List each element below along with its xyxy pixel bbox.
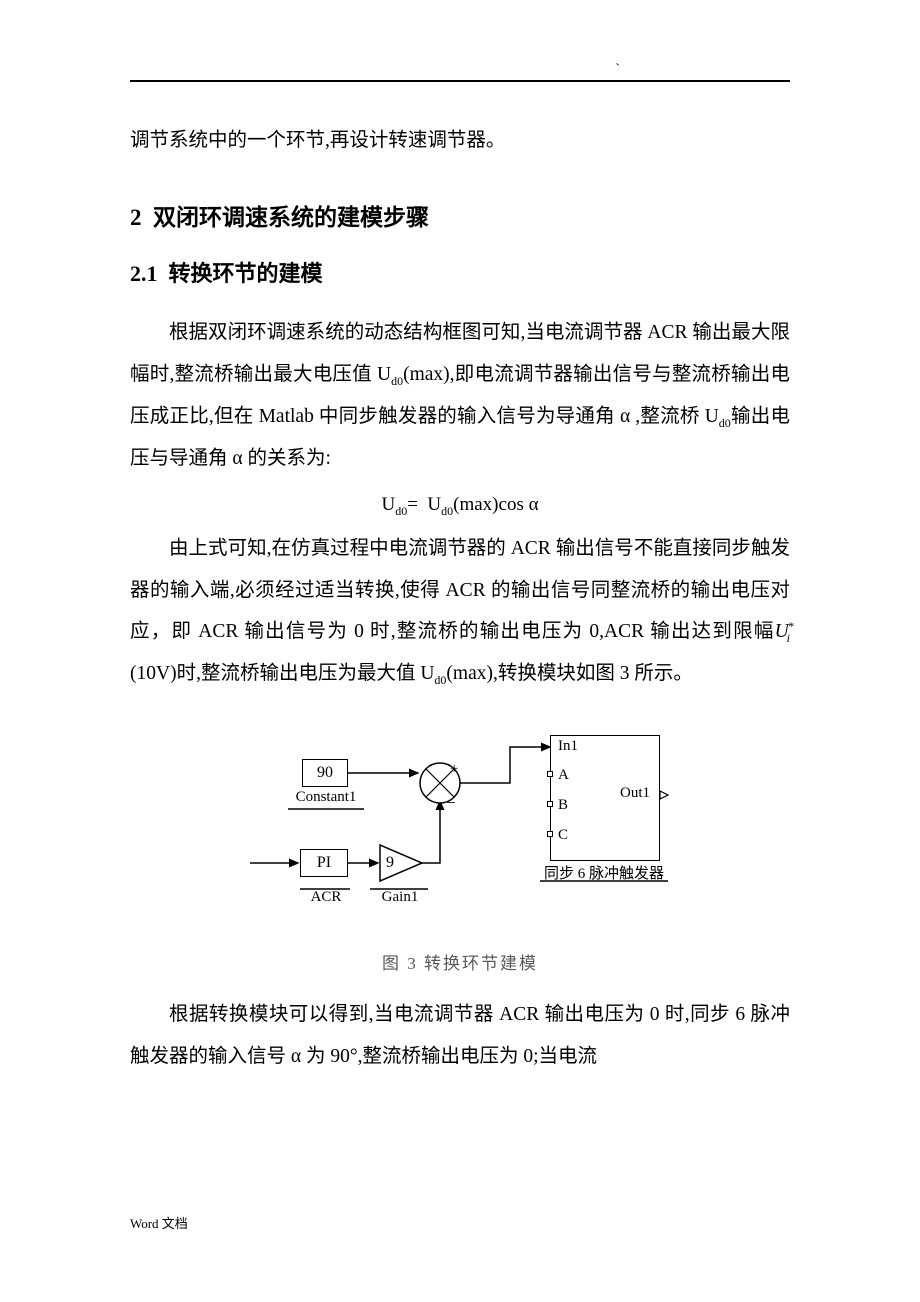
formula-lhs-sub: d0 [395, 503, 407, 517]
h2-title: 双闭环调速系统的建模步骤 [153, 205, 429, 230]
pulse-in1: In1 [558, 738, 578, 755]
gain-label: Gain1 [374, 889, 426, 906]
paragraph-1: 根据双闭环调速系统的动态结构框图可知,当电流调节器 ACR 输出最大限幅时,整流… [130, 312, 790, 480]
section-heading-2-1: 2.1 转换环节的建模 [130, 256, 790, 288]
formula-rhs-u: U [427, 494, 441, 515]
formula-rhs: (max)cos α [453, 494, 538, 515]
pulse-c: C [558, 827, 568, 844]
sum-minus: − [446, 793, 456, 813]
gain-value: 9 [386, 854, 394, 872]
h3-number: 2.1 [130, 261, 158, 286]
diagram-canvas: 90 Constant1 + − PI ACR 9 Gain1 In1 A B … [250, 723, 670, 923]
constant1-block: 90 [302, 759, 348, 787]
figure-caption: 图 3 转换环节建模 [130, 949, 790, 974]
port-c [547, 831, 553, 837]
p2-text-a: 由上式可知,在仿真过程中电流调节器的 ACR 输出信号不能直接同步触发器的输入端… [130, 538, 790, 643]
h3-title: 转换环节的建模 [169, 261, 323, 286]
page-footer: Word 文档 [130, 1213, 188, 1232]
formula-lhs-u: U [381, 494, 395, 515]
h2-number: 2 [130, 205, 142, 230]
page-content: 调节系统中的一个环节,再设计转速调节器。 2 双闭环调速系统的建模步骤 2.1 … [0, 0, 920, 1124]
sum-plus: + [450, 761, 458, 778]
lead-paragraph: 调节系统中的一个环节,再设计转速调节器。 [130, 120, 790, 162]
pi-block: PI [300, 849, 348, 877]
figure-3: 90 Constant1 + − PI ACR 9 Gain1 In1 A B … [250, 723, 670, 923]
pulse-out1: Out1 [620, 785, 650, 802]
paragraph-3: 根据转换模块可以得到,当电流调节器 ACR 输出电压为 0 时,同步 6 脉冲触… [130, 994, 790, 1078]
constant1-label: Constant1 [284, 789, 368, 806]
p2-ui-sub: i [787, 631, 790, 645]
formula-rhs-sub: d0 [441, 503, 453, 517]
p2-sub: d0 [434, 673, 446, 687]
page-tick: ` [615, 62, 620, 78]
p1-sub1: d0 [391, 374, 403, 388]
header-rule [130, 80, 790, 82]
pulse-b: B [558, 797, 568, 814]
pulse-label: 同步 6 脉冲触发器 [538, 862, 670, 883]
formula-eq: = [407, 494, 422, 515]
p2-text-c: (max),转换模块如图 3 所示。 [446, 663, 692, 684]
pulse-a: A [558, 767, 569, 784]
acr-label: ACR [306, 889, 346, 906]
formula-ud0: Ud0= Ud0(max)cos α [130, 486, 790, 524]
p1-sub2: d0 [719, 416, 731, 430]
port-a [547, 771, 553, 777]
p2-text-b: (10V)时,整流桥输出电压为最大值 U [130, 663, 434, 684]
port-b [547, 801, 553, 807]
paragraph-2: 由上式可知,在仿真过程中电流调节器的 ACR 输出信号不能直接同步触发器的输入端… [130, 528, 790, 696]
p2-ui-symbol: U*i [775, 621, 790, 642]
section-heading-2: 2 双闭环调速系统的建模步骤 [130, 198, 790, 232]
